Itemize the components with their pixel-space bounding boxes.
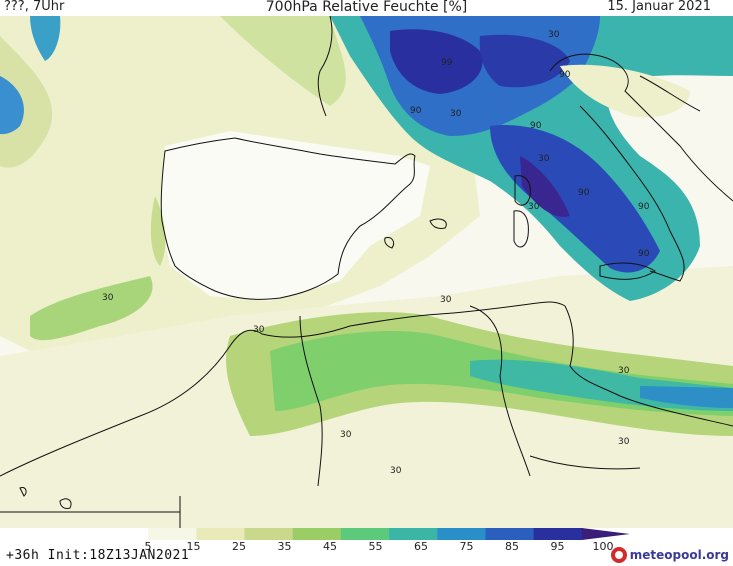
legend-swatch [292,528,342,540]
contour-label: 30 [618,366,630,376]
humidity-zone-75-band [640,386,733,408]
contour-label: 99 [441,58,453,68]
contour-label: 90 [559,70,571,80]
legend-swatch [437,528,486,540]
contour-label: 30 [618,437,630,447]
contour-label: 90 [578,188,590,198]
contour-labels: 99 90 90 90 90 90 90 30 30 30 30 30 30 3… [102,30,650,476]
forecast-date: 15. Januar 2021 [607,0,711,14]
humidity-zone-65-atlantic [30,16,61,61]
humidity-zone-35-north [220,16,346,106]
contour-label: 30 [102,293,114,303]
legend-swatch [100,528,149,540]
color-scale-bar [100,528,630,540]
legend-tick-label: 65 [414,540,428,553]
legend-swatch [485,528,535,540]
humidity-zone-35-west [0,36,53,168]
legend-tick-label: 75 [459,540,474,553]
legend-tick-label: 5 [144,540,152,553]
humidity-map: 99 90 90 90 90 90 90 30 30 30 30 30 30 3… [0,16,733,528]
meteopool-logo[interactable]: meteopool.org [610,545,729,565]
legend-swatch [148,528,197,540]
contour-label: 30 [253,325,265,335]
legend-swatch [196,528,246,540]
legend-swatches [100,528,630,540]
legend-swatch [581,528,630,540]
humidity-zone-95-core [390,29,483,94]
humidity-zone-45-atlantic [30,276,153,341]
contour-label: 90 [638,249,650,259]
coastlines [0,16,733,528]
legend-tick-label: 15 [186,540,201,553]
humidity-zone-92-east [479,34,570,88]
legend-swatch [533,528,583,540]
humidity-zone-75-atlantic [0,76,24,135]
valid-time-label: ???, 7Uhr [4,0,65,14]
contour-label: 30 [548,30,560,40]
contour-label: 30 [390,466,402,476]
legend-tick-label: 25 [232,540,246,553]
humidity-zone-35-portugal [150,196,166,266]
contour-label: 30 [450,109,462,119]
model-run-label: +36h Init:18Z13JAN2021 [6,548,190,563]
brand-text: meteopool.org [629,548,729,562]
contour-label: 30 [528,202,540,212]
contour-label: 90 [530,121,542,131]
legend-tick-label: 45 [323,540,337,553]
legend-tick-label: 55 [368,540,383,553]
legend-swatch [389,528,438,540]
legend-swatch [244,528,294,540]
humidity-zone-97-tyrrhenian [520,156,570,217]
legend-tick-label: 100 [592,540,614,553]
contour-label: 30 [340,430,352,440]
legend-swatch [340,528,390,540]
contour-label: 30 [440,295,452,305]
humidity-zone-5-iberia [160,131,430,301]
contour-label: 30 [538,154,550,164]
humidity-zone-88-italy [490,125,660,273]
legend-tick-label: 95 [550,540,565,553]
contour-label: 90 [638,202,650,212]
contour-label: 90 [410,106,422,116]
meteopool-logo-icon [610,547,627,563]
legend-tick-label: 85 [505,540,519,553]
map-title: 700hPa Relative Feuchte [%] [265,0,468,15]
legend-tick-label: 35 [277,540,292,553]
